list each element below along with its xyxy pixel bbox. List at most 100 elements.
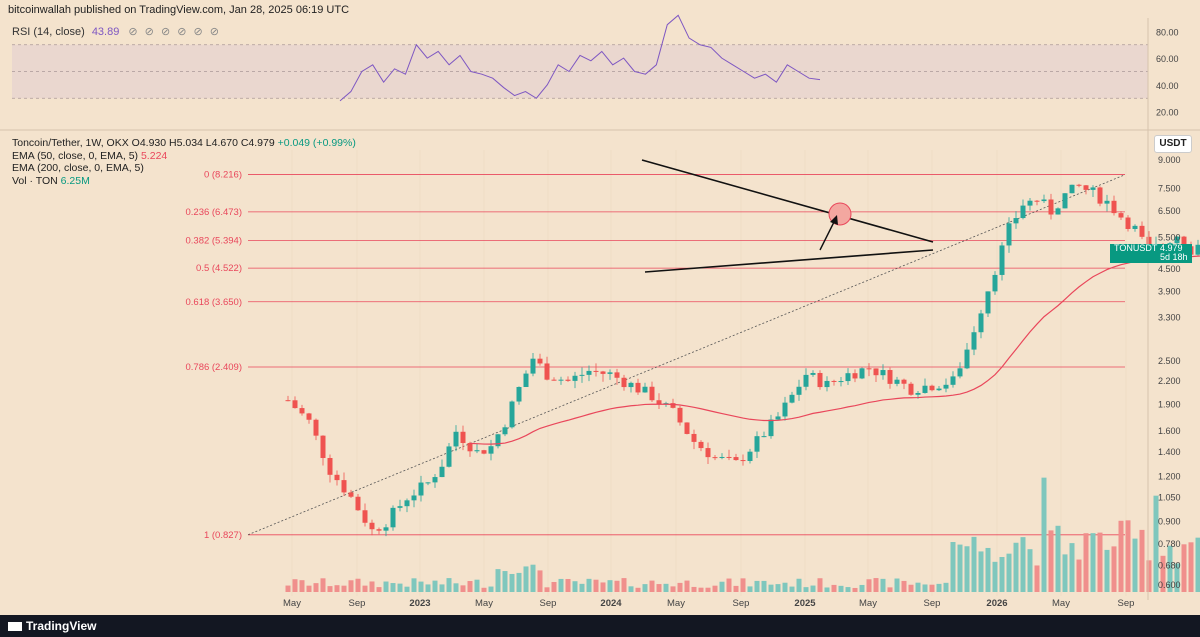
- candle-body: [341, 480, 347, 493]
- volume-bar: [1132, 538, 1138, 592]
- rsi-legend: RSI (14, close) 43.89 ⊘ ⊘ ⊘ ⊘ ⊘ ⊘: [12, 25, 221, 38]
- candle-body: [740, 460, 746, 462]
- volume-label: Vol · TON: [12, 174, 58, 187]
- candle-body: [768, 419, 774, 437]
- volume-bar: [754, 580, 760, 592]
- ema50-value: 5.224: [140, 149, 168, 162]
- candle-body: [936, 388, 942, 391]
- time-axis-label: Sep: [1118, 598, 1135, 609]
- candle-body: [1055, 208, 1061, 215]
- candle-body: [1167, 243, 1173, 245]
- volume-bar: [432, 580, 438, 592]
- volume-bar: [1174, 563, 1180, 592]
- volume-bar: [1111, 546, 1117, 592]
- volume-bar: [516, 572, 522, 592]
- candle-body: [369, 522, 375, 530]
- price-chart[interactable]: 80.00 60.00 40.00 20.00 0 (8.216) 0.236 (6.4…: [0, 0, 1200, 615]
- volume-bar: [1076, 559, 1082, 592]
- candle-body: [733, 457, 739, 461]
- fib-label: 0 (8.216): [204, 169, 242, 180]
- candle-body: [1132, 225, 1138, 229]
- volume-bar: [1006, 553, 1012, 592]
- rsi-axis-label: 60.00: [1156, 54, 1179, 64]
- candle-body: [957, 368, 963, 377]
- candle-body: [859, 368, 865, 379]
- volume-bar: [1048, 530, 1054, 592]
- time-axis-label: Sep: [733, 598, 750, 609]
- volume-bar: [474, 579, 480, 592]
- volume-bar: [1146, 560, 1152, 592]
- time-axis-label: Sep: [540, 598, 557, 609]
- volume-bar: [320, 578, 326, 592]
- volume-bar: [712, 585, 718, 592]
- price-change: +0.049 (+0.99%): [277, 137, 356, 149]
- volume-bar: [831, 584, 837, 592]
- volume-bar: [782, 582, 788, 592]
- price-axis-label: 1.050: [1158, 492, 1181, 502]
- candle-body: [880, 370, 886, 376]
- volume-bar: [369, 581, 375, 592]
- volume-bar: [922, 584, 928, 592]
- candle-body: [670, 403, 676, 408]
- candle-body: [285, 400, 291, 402]
- candle-body: [992, 274, 998, 292]
- time-axis-label: 2026: [986, 598, 1007, 609]
- volume-bar: [1139, 529, 1145, 592]
- volume-bar: [999, 556, 1005, 592]
- volume-bar: [411, 578, 417, 592]
- volume-bar: [887, 587, 893, 592]
- volume-bar: [558, 578, 564, 592]
- candle-body: [432, 477, 438, 483]
- volume-bar: [880, 578, 886, 592]
- projection-arrow: [819, 217, 837, 251]
- rsi-label: RSI (14, close): [12, 26, 85, 38]
- rsi-settings-icons[interactable]: ⊘ ⊘ ⊘ ⊘ ⊘ ⊘: [128, 26, 221, 38]
- volume-bar: [509, 573, 515, 592]
- main-legend: Toncoin/Tether, 1W, OKX O4.930 H5.034 L4…: [12, 137, 356, 187]
- candle-body: [1034, 200, 1040, 202]
- volume-bar: [544, 587, 550, 592]
- volume-bar: [656, 584, 662, 592]
- volume-bar: [299, 580, 305, 592]
- rsi-line: [339, 14, 821, 102]
- triangle-upper-line: [641, 159, 934, 243]
- axes: 9.000 7.500 6.500 5.500 4.500 3.900 3.300 2.500…: [283, 18, 1181, 609]
- candle-body: [418, 482, 424, 496]
- price-axis-label: 3.900: [1158, 286, 1181, 296]
- tradingview-logo[interactable]: TradingView: [8, 619, 96, 633]
- candle-body: [544, 363, 550, 380]
- volume-bar: [929, 584, 935, 592]
- price-axis-label: 0.900: [1158, 517, 1181, 527]
- volume-bar: [915, 582, 921, 592]
- volume-bar: [425, 584, 431, 592]
- volume-bar: [824, 587, 830, 592]
- volume-bar: [397, 583, 403, 592]
- candle-body: [1013, 218, 1019, 224]
- volume-bar: [677, 582, 683, 592]
- volume-bar: [670, 586, 676, 592]
- candle-body: [943, 384, 949, 389]
- time-axis-label: May: [283, 598, 301, 609]
- candle-body: [915, 392, 921, 395]
- candle-body: [376, 529, 382, 531]
- volume-bar: [355, 578, 361, 592]
- candle-body: [747, 451, 753, 461]
- candle-body: [719, 456, 725, 458]
- currency-button[interactable]: USDT: [1154, 135, 1192, 153]
- volume-bar: [1083, 533, 1089, 592]
- price-axis-label: 2.500: [1158, 356, 1181, 366]
- candle-body: [516, 386, 522, 402]
- arrow-head: [830, 215, 838, 225]
- time-axis-label: 2024: [600, 598, 622, 609]
- candle-body: [1097, 187, 1103, 204]
- price-axis-label: 2.200: [1158, 376, 1181, 386]
- candle-body: [775, 416, 781, 420]
- candle-body: [1069, 184, 1075, 194]
- candle-body: [1174, 236, 1180, 244]
- volume-bar: [467, 581, 473, 592]
- price-tag-countdown: 5d 18h: [1160, 252, 1188, 262]
- candle-body: [656, 400, 662, 405]
- candle-body: [313, 419, 319, 436]
- candle-body: [677, 407, 683, 423]
- candle-body: [810, 372, 816, 375]
